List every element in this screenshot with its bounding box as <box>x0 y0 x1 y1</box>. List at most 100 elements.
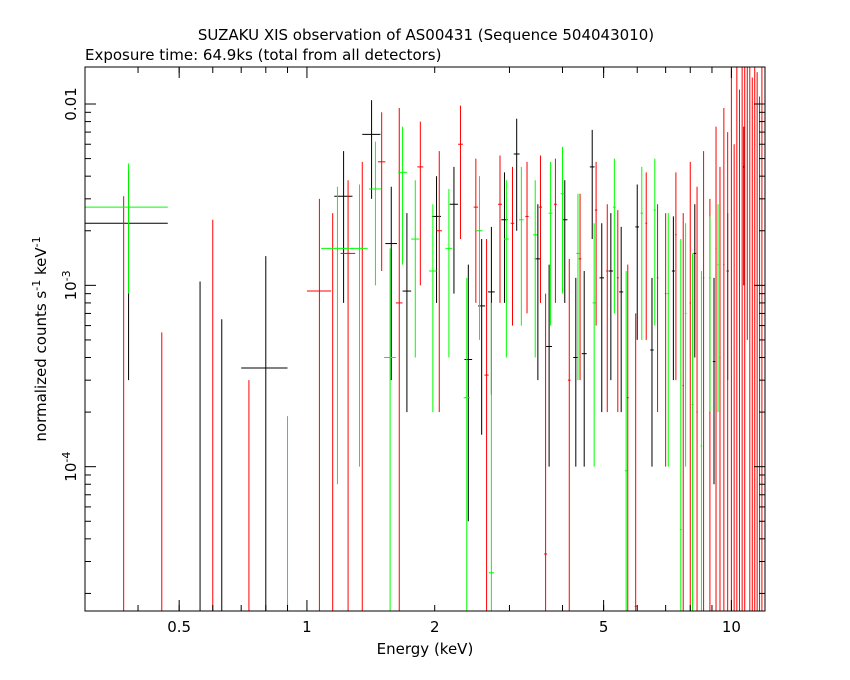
y-axis-label: normalized counts s-1 keV-1 <box>30 236 50 441</box>
data-point-1-47 <box>746 67 748 340</box>
data-point-2-6 <box>398 126 407 265</box>
y-tick-exponent: -3 <box>60 270 73 281</box>
data-point-0-19 <box>581 270 587 467</box>
data-point-1-17 <box>525 161 529 314</box>
y-axis-label-mid: keV <box>32 247 50 280</box>
data-point-2-11 <box>476 176 483 340</box>
data-point-1-49 <box>751 77 753 611</box>
y-axis-label-exp2: -1 <box>30 236 43 247</box>
data-point-0-10 <box>464 264 473 522</box>
data-point-1-0 <box>122 196 125 611</box>
data-point-0-24 <box>635 184 640 340</box>
data-point-1-41 <box>730 69 732 611</box>
y-axis-label-exp1: -1 <box>30 280 43 291</box>
x-axis: 0.5 1 2 5 10 <box>84 67 741 636</box>
series-1 <box>122 67 763 611</box>
data-point-2-14 <box>519 166 524 326</box>
data-point-1-20 <box>553 158 557 303</box>
data-point-2-30 <box>717 204 719 413</box>
data-point-1-3 <box>248 380 250 611</box>
data-point-1-39 <box>723 108 725 611</box>
data-point-2-25 <box>679 239 682 611</box>
data-point-1-42 <box>733 144 735 611</box>
data-point-2-4 <box>368 141 382 286</box>
data-point-0-3 <box>241 256 288 611</box>
data-point-1-1 <box>160 332 163 611</box>
data-point-2-23 <box>653 158 656 326</box>
data-point-1-40 <box>727 132 729 611</box>
y-tick-exponent: -4 <box>60 452 73 463</box>
data-point-1-50 <box>754 67 756 611</box>
y-tick-mantissa: 0.01 <box>62 87 80 120</box>
data-point-1-12 <box>458 105 463 240</box>
data-point-1-52 <box>759 96 761 611</box>
data-point-0-16 <box>546 264 553 467</box>
data-point-2-18 <box>576 193 580 381</box>
data-point-2-2 <box>321 186 353 485</box>
data-point-1-31 <box>675 172 677 381</box>
y-tick-mantissa: 10 <box>62 281 80 300</box>
data-point-0-14 <box>513 118 520 231</box>
data-point-2-24 <box>667 213 670 467</box>
data-point-1-53 <box>761 67 763 611</box>
data-point-1-8 <box>377 112 386 271</box>
data-point-2-20 <box>612 158 616 314</box>
data-point-1-2 <box>212 219 214 611</box>
data-point-1-25 <box>616 210 619 413</box>
y-tick-label: 0.01 <box>62 87 80 120</box>
data-point-2-15 <box>533 180 538 358</box>
data-point-0-20 <box>589 129 595 240</box>
data-point-0-28 <box>712 277 716 485</box>
data-point-2-7 <box>411 180 420 358</box>
data-point-0-25 <box>650 277 654 467</box>
data-point-1-7 <box>358 161 367 611</box>
data-point-1-35 <box>702 151 705 611</box>
x-tick-label: 0.5 <box>167 618 191 636</box>
data-point-0-23 <box>619 226 624 413</box>
data-point-2-17 <box>560 146 565 294</box>
data-series-layer <box>85 67 763 611</box>
data-point-1-23 <box>594 161 598 326</box>
data-point-2-0 <box>85 163 168 294</box>
data-point-0-0 <box>85 170 168 381</box>
data-point-1-24 <box>606 204 609 413</box>
data-point-1-51 <box>756 72 758 611</box>
data-point-2-9 <box>445 188 453 358</box>
data-point-2-22 <box>640 166 643 340</box>
data-point-1-34 <box>696 186 698 611</box>
data-point-0-22 <box>608 213 613 381</box>
data-point-1-9 <box>395 108 403 611</box>
data-point-2-3 <box>350 184 368 467</box>
data-point-0-9 <box>449 166 459 294</box>
data-point-1-26 <box>626 264 629 611</box>
data-point-2-27 <box>691 253 694 611</box>
data-point-0-26 <box>671 216 675 381</box>
data-point-0-21 <box>599 223 604 413</box>
data-point-0-1 <box>198 281 202 611</box>
data-point-1-27 <box>634 313 637 611</box>
data-point-1-19 <box>544 293 548 611</box>
y-tick-label: 10-3 <box>60 270 80 300</box>
data-point-1-38 <box>719 166 721 611</box>
data-point-1-46 <box>744 67 746 611</box>
x-tick-label: 2 <box>430 618 440 636</box>
data-point-2-8 <box>429 204 437 413</box>
data-point-1-13 <box>473 158 479 303</box>
data-point-2-13 <box>503 180 509 358</box>
data-point-2-21 <box>624 270 628 611</box>
data-point-2-12 <box>488 302 495 611</box>
x-tick-label: 10 <box>722 618 741 636</box>
y-axis: 10 -4 10-3 0.01 <box>60 87 765 594</box>
plot-frame <box>84 66 766 612</box>
data-point-2-26 <box>684 223 687 467</box>
data-point-1-15 <box>498 155 502 303</box>
data-point-2-29 <box>709 216 711 413</box>
data-point-2-5 <box>384 248 396 611</box>
data-point-2-28 <box>700 270 703 611</box>
data-point-1-30 <box>664 213 667 467</box>
data-point-1-45 <box>741 67 743 611</box>
data-point-0-5 <box>362 100 381 199</box>
data-point-1-48 <box>749 67 751 611</box>
data-point-1-33 <box>689 161 691 611</box>
